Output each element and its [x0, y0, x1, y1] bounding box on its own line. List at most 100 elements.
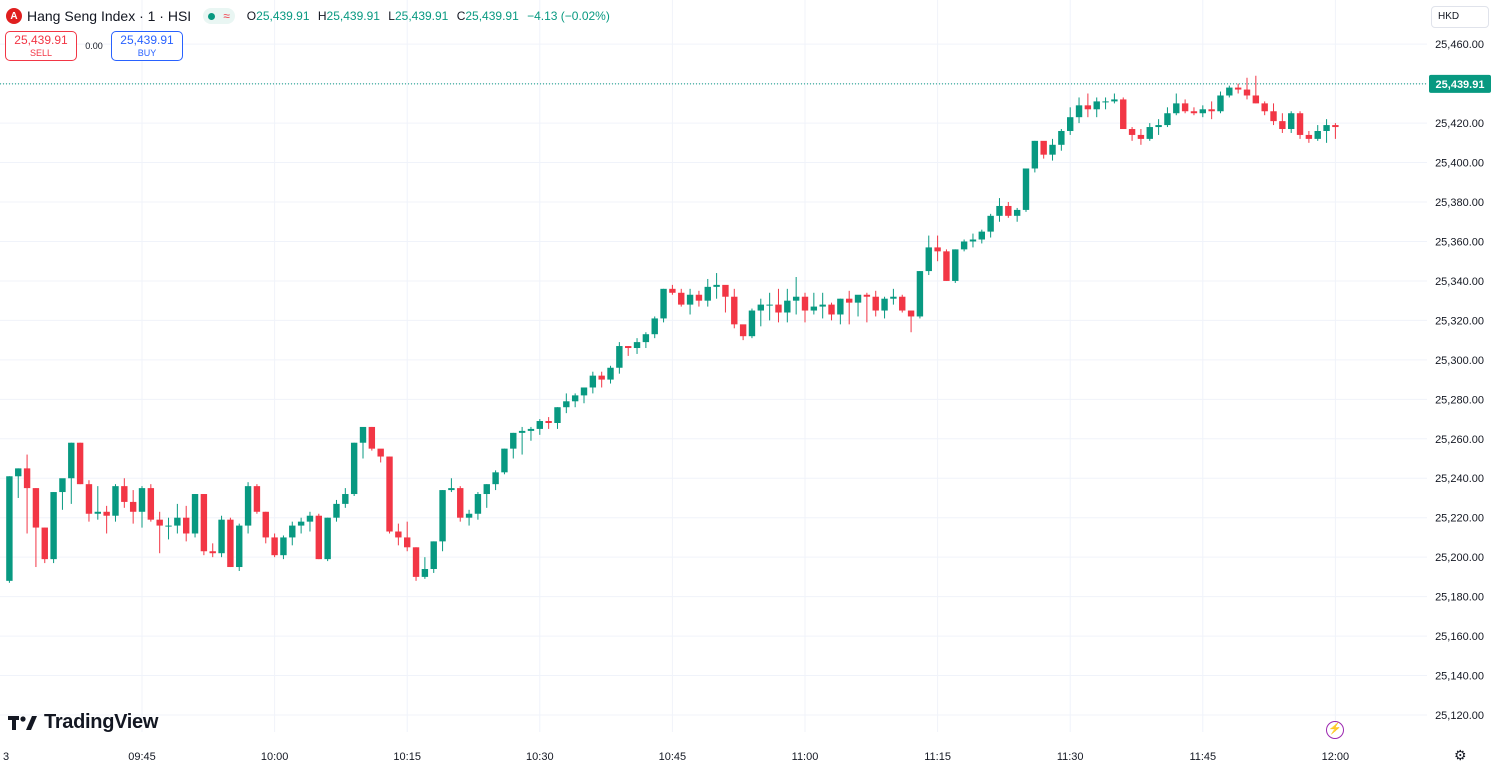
up-candle [1199, 105, 1206, 118]
spread-value: 0.00 [85, 41, 103, 51]
down-candle [156, 511, 163, 554]
candle-body [368, 426, 376, 449]
down-candle [907, 310, 915, 333]
down-candle [1005, 202, 1012, 218]
candle-body [1102, 101, 1109, 103]
price-tick-label: 25,240.00 [1435, 473, 1484, 485]
up-candle [1314, 125, 1321, 141]
tradingview-logo[interactable]: TradingView [8, 711, 158, 734]
candle-body [103, 511, 110, 516]
gear-icon[interactable]: ⚙ [1454, 747, 1467, 763]
candle-body [94, 511, 101, 514]
down-candle [368, 426, 376, 451]
candle-body [262, 511, 269, 538]
candle-body [474, 494, 482, 514]
down-candle [1084, 93, 1092, 118]
down-candle [943, 249, 950, 281]
candle-body [1067, 117, 1074, 131]
time-axis[interactable]: 3 09:45 10:00 10:15 10:30 10:45 11:00 11:15 11:3… [3, 751, 1349, 763]
high-value: 25,439.91 [326, 9, 380, 23]
up-candle [50, 492, 57, 564]
lightning-icon[interactable]: ⚡ [1326, 721, 1344, 739]
down-candle [183, 505, 190, 542]
market-status[interactable]: ≈ [203, 8, 235, 24]
up-candle [1173, 93, 1180, 116]
candle-body [695, 294, 703, 301]
candle-body [713, 284, 720, 287]
time-tick-label: 10:00 [261, 751, 289, 763]
price-tick-label: 25,120.00 [1435, 710, 1484, 722]
candle-body [129, 501, 137, 512]
candle-body [1093, 101, 1100, 110]
candle-body [766, 304, 773, 306]
up-candle [1146, 123, 1153, 141]
price-tick-label: 25,220.00 [1435, 513, 1484, 525]
price-axis[interactable]: 25,120.00 25,140.00 25,160.00 25,180.00 25,2… [1435, 39, 1484, 722]
close-label: C [456, 9, 466, 23]
candle-body [819, 304, 826, 307]
chart-legend: A Hang Seng Index · 1 · HSI ≈ O25,439.91… [6, 6, 615, 26]
candle-body [625, 346, 632, 349]
candle-body [536, 421, 543, 429]
buy-button[interactable]: 25,439.91 BUY [111, 31, 183, 61]
up-candle [571, 393, 579, 408]
candle-body [987, 215, 994, 232]
down-candle [678, 288, 685, 307]
up-candle [289, 521, 296, 546]
candle-body [1323, 125, 1330, 131]
sell-button[interactable]: 25,439.91 SELL [5, 31, 77, 61]
candle-body [1164, 113, 1171, 126]
candle-body [501, 448, 508, 473]
candle-body [1155, 125, 1162, 128]
candle-body [59, 478, 66, 493]
down-candle [262, 511, 269, 544]
up-candle [280, 535, 287, 560]
candle-body [686, 294, 694, 305]
candle-body [1111, 99, 1118, 102]
candle-body [50, 492, 57, 560]
candle-body [589, 375, 597, 388]
symbol-title[interactable]: Hang Seng Index · 1 · HSI [27, 8, 192, 24]
down-candle [41, 527, 48, 564]
down-candle [1234, 83, 1242, 94]
price-tick-label: 25,180.00 [1435, 592, 1484, 604]
candle-body [1005, 205, 1012, 216]
up-candle [916, 271, 924, 319]
time-tick-label: 10:45 [659, 751, 687, 763]
down-candle [271, 533, 278, 558]
candle-body [934, 247, 941, 252]
up-candle [881, 296, 888, 319]
up-candle [165, 517, 172, 540]
candle-body [518, 430, 526, 433]
candle-body [563, 401, 570, 408]
up-candle [978, 229, 985, 244]
down-candle [121, 478, 128, 508]
up-candle [297, 517, 305, 534]
candle-body [41, 527, 48, 560]
down-candle [200, 494, 208, 556]
up-candle [474, 492, 482, 520]
up-candle [1058, 129, 1065, 151]
candle-body [837, 298, 844, 315]
candle-body [15, 468, 22, 477]
candle-body [828, 304, 835, 315]
down-candle [863, 292, 871, 323]
up-candle [837, 298, 844, 325]
down-candle [412, 547, 420, 581]
candle-body [1181, 103, 1189, 112]
candle-body [775, 304, 782, 313]
candle-body [607, 367, 614, 380]
candle-body [253, 486, 261, 512]
brand-name: TradingView [44, 711, 159, 733]
candle-body [642, 334, 650, 343]
up-candle [766, 292, 773, 321]
market-status-symbol: ≈ [223, 9, 230, 23]
candle-body [280, 537, 287, 556]
up-candle [1164, 107, 1171, 128]
currency-selector[interactable]: HKD [1431, 6, 1489, 28]
symbol-logo-icon[interactable]: A [6, 8, 22, 24]
candle-body [952, 249, 959, 281]
candle-body [872, 296, 879, 311]
candle-body [598, 375, 605, 380]
